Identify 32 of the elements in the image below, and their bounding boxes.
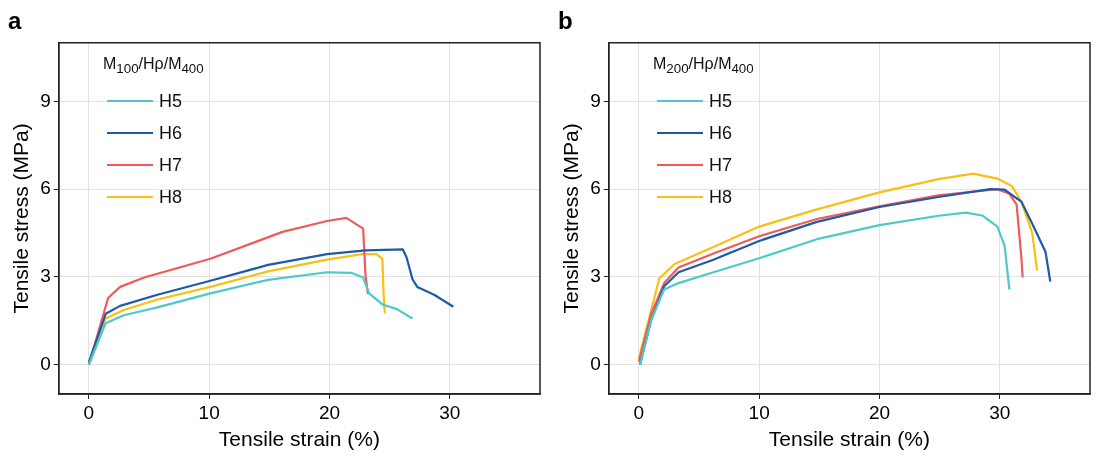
y-tick-label: 9 <box>40 89 51 111</box>
x-tick-label: 0 <box>83 401 95 423</box>
legend-title: M$_{200}$/Hρ/M$_{400}$ <box>653 54 754 79</box>
legend-label: H5 <box>709 90 733 114</box>
legend-label: H8 <box>709 186 733 210</box>
x-tick-label: 20 <box>318 401 341 423</box>
x-tick-label: 10 <box>748 401 770 423</box>
y-tick-label: 3 <box>40 265 51 287</box>
chart-title: a <box>8 7 22 35</box>
y-axis-title: Tensile stress (MPa) <box>9 123 33 314</box>
legend-label: H7 <box>709 154 733 178</box>
x-tick-label: 10 <box>198 401 220 423</box>
x-tick-label: 20 <box>868 401 891 423</box>
legend-label: H7 <box>159 154 183 178</box>
x-tick-label: 30 <box>989 401 1011 423</box>
chart-title: b <box>558 7 573 35</box>
legend-label: H6 <box>709 122 733 146</box>
x-tick-label: 0 <box>633 401 645 423</box>
legend-label: H8 <box>159 186 183 210</box>
legend-label: H6 <box>159 122 183 146</box>
x-axis-title: Tensile strain (%) <box>218 427 380 451</box>
y-tick-label: 6 <box>590 177 601 199</box>
y-tick-label: 0 <box>40 352 51 374</box>
y-axis-title: Tensile stress (MPa) <box>559 123 583 314</box>
y-tick-label: 9 <box>590 89 601 111</box>
x-tick-label: 30 <box>439 401 461 423</box>
legend-title: M$_{100}$/Hρ/M$_{400}$ <box>103 54 204 79</box>
y-tick-label: 3 <box>590 265 601 287</box>
y-tick-label: 6 <box>40 177 51 199</box>
y-tick-label: 0 <box>590 352 601 374</box>
x-axis-title: Tensile strain (%) <box>768 427 930 451</box>
legend-label: H5 <box>159 90 183 114</box>
